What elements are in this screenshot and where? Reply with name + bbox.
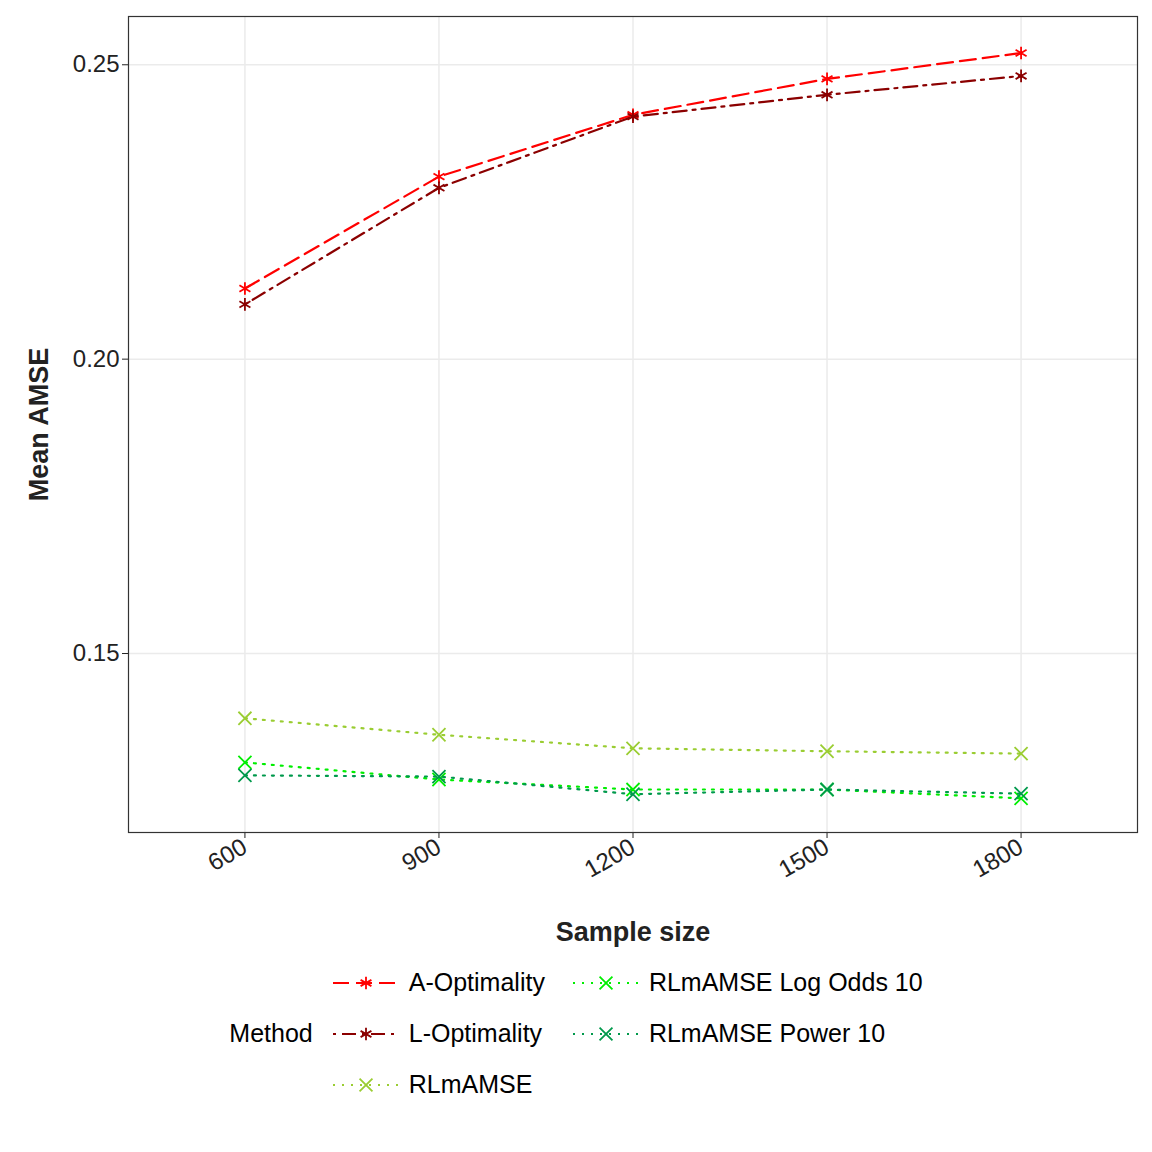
svg-text:0.25: 0.25 (73, 50, 120, 77)
svg-text:0.20: 0.20 (73, 345, 120, 372)
svg-text:Sample size: Sample size (556, 917, 711, 947)
svg-text:600: 600 (203, 833, 251, 876)
html-text:RLmAMSE: RLmAMSE (408, 1070, 533, 1098)
svg-text:1200: 1200 (580, 833, 640, 883)
html-text:RLmAMSE Power 10: RLmAMSE Power 10 (648, 1019, 886, 1047)
html-text:L-Optimality: L-Optimality (408, 1019, 543, 1047)
svg-text:1500: 1500 (774, 833, 834, 883)
html-text:A-Optimality: A-Optimality (408, 968, 545, 996)
html-text:RLmAMSE Log Odds 10: RLmAMSE Log Odds 10 (648, 968, 923, 996)
svg-text:900: 900 (397, 833, 445, 876)
svg-text:1800: 1800 (968, 833, 1028, 883)
svg-text:0.15: 0.15 (73, 639, 120, 666)
svg-text:Mean AMSE: Mean AMSE (24, 348, 54, 502)
html-text:Method: Method (229, 1019, 313, 1047)
